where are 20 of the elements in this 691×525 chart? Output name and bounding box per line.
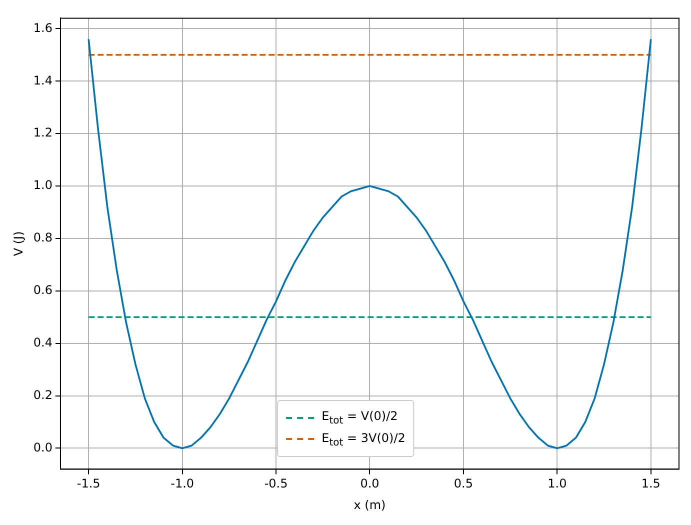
y-tick-label: 0.2 (33, 388, 52, 402)
y-tick-label: 1.0 (33, 178, 52, 192)
x-tick-label: 0.5 (454, 476, 474, 491)
x-tick-label: 1.5 (641, 476, 660, 491)
x-tick-label: -1.5 (76, 476, 100, 491)
y-tick-label: 1.2 (33, 126, 52, 140)
y-axis-title: V (J) (11, 231, 26, 256)
x-tick-label: 0.0 (360, 476, 380, 491)
y-tick-label: 0.6 (33, 283, 52, 298)
legend-label: E$_{tot}$ = V(0)/2 (322, 409, 398, 427)
x-tick-label: 1.0 (548, 476, 567, 491)
x-tick-label: -1.0 (170, 476, 194, 491)
y-tick-label: 0.8 (33, 230, 52, 245)
x-axis-title: x (m) (354, 498, 386, 512)
legend-label: E$_{tot}$ = 3V(0)/2 (322, 430, 406, 448)
y-tick-label: 0.4 (33, 335, 52, 350)
y-tick-label: 0.0 (33, 440, 52, 454)
y-tick-label: 1.4 (33, 73, 52, 88)
y-tick-label: 1.6 (33, 20, 52, 35)
x-tick-label: -0.5 (264, 476, 288, 491)
